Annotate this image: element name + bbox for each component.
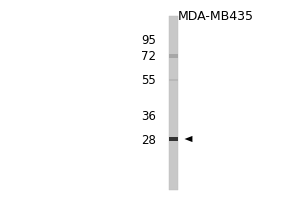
Text: 95: 95 bbox=[141, 33, 156, 46]
Text: 72: 72 bbox=[141, 49, 156, 62]
Bar bbox=[169, 137, 178, 141]
Text: 36: 36 bbox=[141, 110, 156, 122]
Bar bbox=[169, 54, 178, 58]
Bar bbox=[169, 16, 178, 190]
Text: MDA-MB435: MDA-MB435 bbox=[178, 10, 254, 23]
Polygon shape bbox=[184, 136, 192, 142]
Text: 55: 55 bbox=[141, 73, 156, 86]
Text: 28: 28 bbox=[141, 134, 156, 146]
Bar bbox=[169, 79, 178, 81]
